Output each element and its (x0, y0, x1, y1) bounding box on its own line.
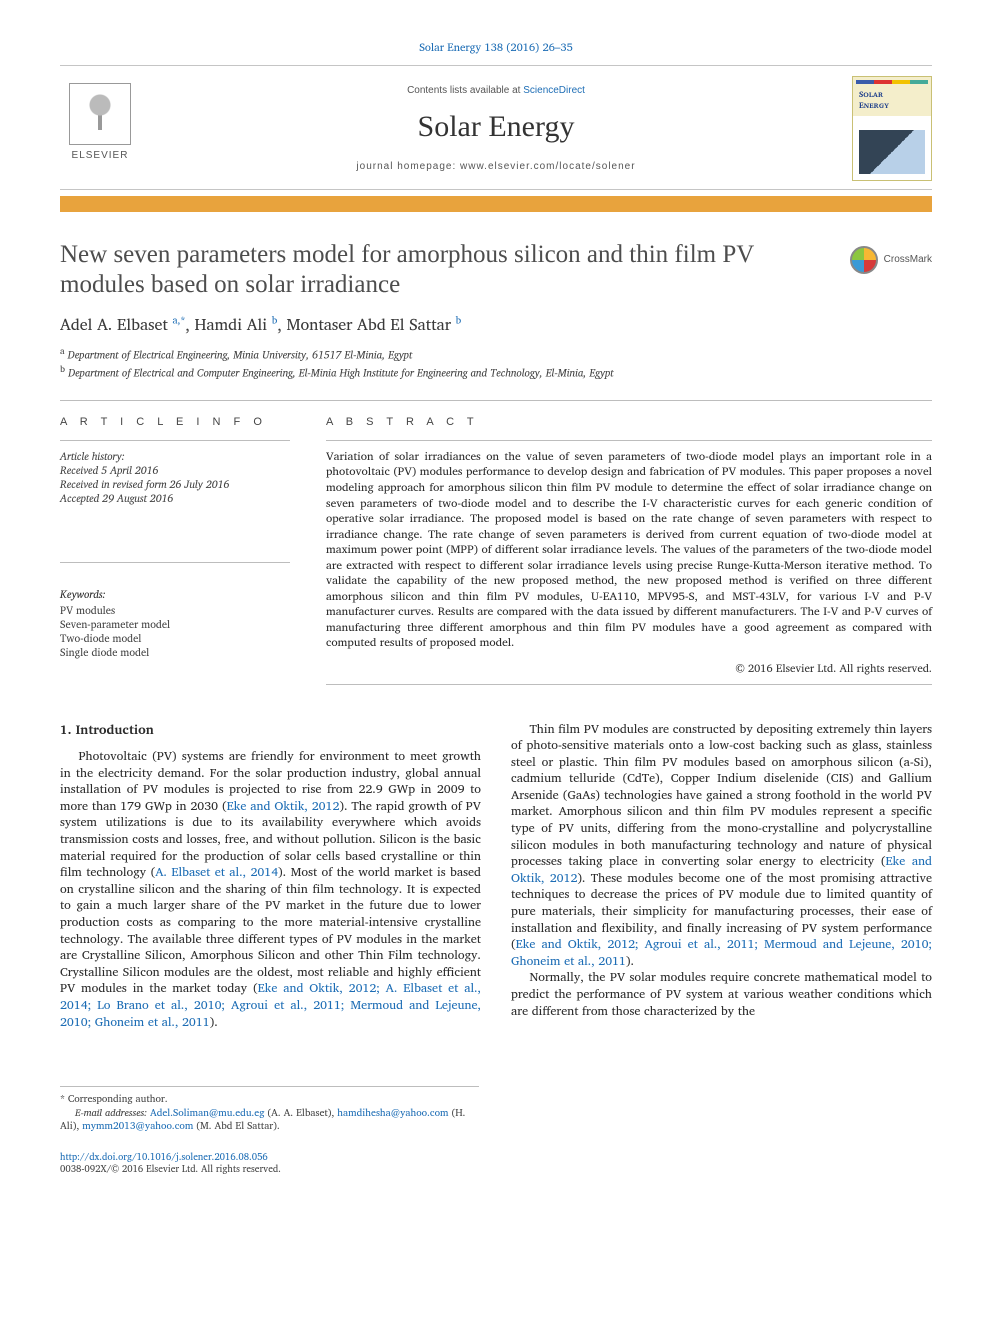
journal-cover-thumb[interactable]: SolarEnergy (852, 76, 932, 181)
article-info-heading: A R T I C L E I N F O (60, 415, 290, 430)
citation-link[interactable]: Eke and Oktik, 2012; Agroui et al., 2011… (511, 934, 932, 971)
cover-title: SolarEnergy (859, 89, 889, 111)
amber-divider (60, 196, 932, 212)
affiliation: a Department of Electrical Engineering, … (60, 345, 932, 362)
crossmark-icon (850, 246, 878, 274)
publisher-wordmark: ELSEVIER (72, 149, 129, 163)
email-addresses: E-mail addresses: Adel.Soliman@mu.edu.eg… (60, 1107, 479, 1134)
contents-prefix: Contents lists available at (407, 85, 523, 96)
rule (326, 684, 932, 685)
rule (60, 562, 290, 563)
article-history: Article history: Received 5 April 2016 R… (60, 449, 290, 506)
journal-name: Solar Energy (172, 107, 820, 148)
rule (60, 440, 290, 441)
email-link[interactable]: hamdihesha@yahoo.com (337, 1105, 448, 1121)
title-row: New seven parameters model for amorphous… (60, 240, 932, 315)
abstract-copyright: © 2016 Elsevier Ltd. All rights reserved… (326, 661, 932, 676)
rule (60, 400, 932, 401)
publisher-logo[interactable]: ELSEVIER (60, 83, 140, 173)
history-accepted: Accepted 29 August 2016 (60, 491, 290, 505)
elsevier-tree-icon (69, 83, 131, 145)
journal-header: ELSEVIER Contents lists available at Sci… (60, 65, 932, 190)
citation-link[interactable]: Solar Energy 138 (2016) 26–35 (419, 38, 573, 56)
author[interactable]: Montaser Abd El Sattar b (287, 312, 462, 338)
citation-bar: Solar Energy 138 (2016) 26–35 (60, 40, 932, 55)
doi-block: http://dx.doi.org/10.1016/j.solener.2016… (60, 1152, 932, 1178)
abstract-heading: A B S T R A C T (326, 415, 932, 430)
header-center: Contents lists available at ScienceDirec… (172, 84, 820, 174)
rule (326, 440, 932, 441)
contents-list-line: Contents lists available at ScienceDirec… (172, 84, 820, 98)
footnotes: * Corresponding author. E-mail addresses… (60, 1086, 479, 1134)
authors-line: Adel A. Elbaset a,*, Hamdi Ali b, Montas… (60, 315, 932, 337)
keywords-label: Keywords: (60, 587, 290, 601)
info-abstract-row: A R T I C L E I N F O Article history: R… (60, 415, 932, 684)
body-columns: 1. Introduction Photovoltaic (PV) system… (60, 721, 932, 1031)
keyword: Single diode model (60, 645, 290, 659)
homepage-line: journal homepage: www.elsevier.com/locat… (172, 160, 820, 174)
section-heading: 1. Introduction (60, 721, 481, 739)
affiliation: b Department of Electrical and Computer … (60, 363, 932, 380)
cover-image-icon (859, 130, 925, 174)
sciencedirect-link[interactable]: ScienceDirect (523, 85, 585, 96)
keywords-list: PV modules Seven-parameter model Two-dio… (60, 603, 290, 660)
email-link[interactable]: mymm2013@yahoo.com (82, 1118, 193, 1134)
author[interactable]: Adel A. Elbaset a,* (60, 312, 185, 338)
abstract-col: A B S T R A C T Variation of solar irrad… (326, 415, 932, 684)
article-info-col: A R T I C L E I N F O Article history: R… (60, 415, 290, 684)
body-paragraph: Photovoltaic (PV) systems are friendly f… (60, 748, 481, 1030)
homepage-url[interactable]: www.elsevier.com/locate/solener (460, 161, 636, 172)
body-paragraph: Thin film PV modules are constructed by … (511, 721, 932, 970)
homepage-prefix: journal homepage: (356, 161, 460, 172)
abstract-text: Variation of solar irradiances on the va… (326, 449, 932, 651)
crossmark-label: CrossMark (884, 253, 932, 267)
author[interactable]: Hamdi Ali b (195, 312, 278, 338)
body-paragraph: Normally, the PV solar modules require c… (511, 969, 932, 1019)
issn-line: 0038-092X/© 2016 Elsevier Ltd. All right… (60, 1162, 281, 1177)
crossmark-badge[interactable]: CrossMark (850, 246, 932, 274)
article-title: New seven parameters model for amorphous… (60, 240, 830, 301)
